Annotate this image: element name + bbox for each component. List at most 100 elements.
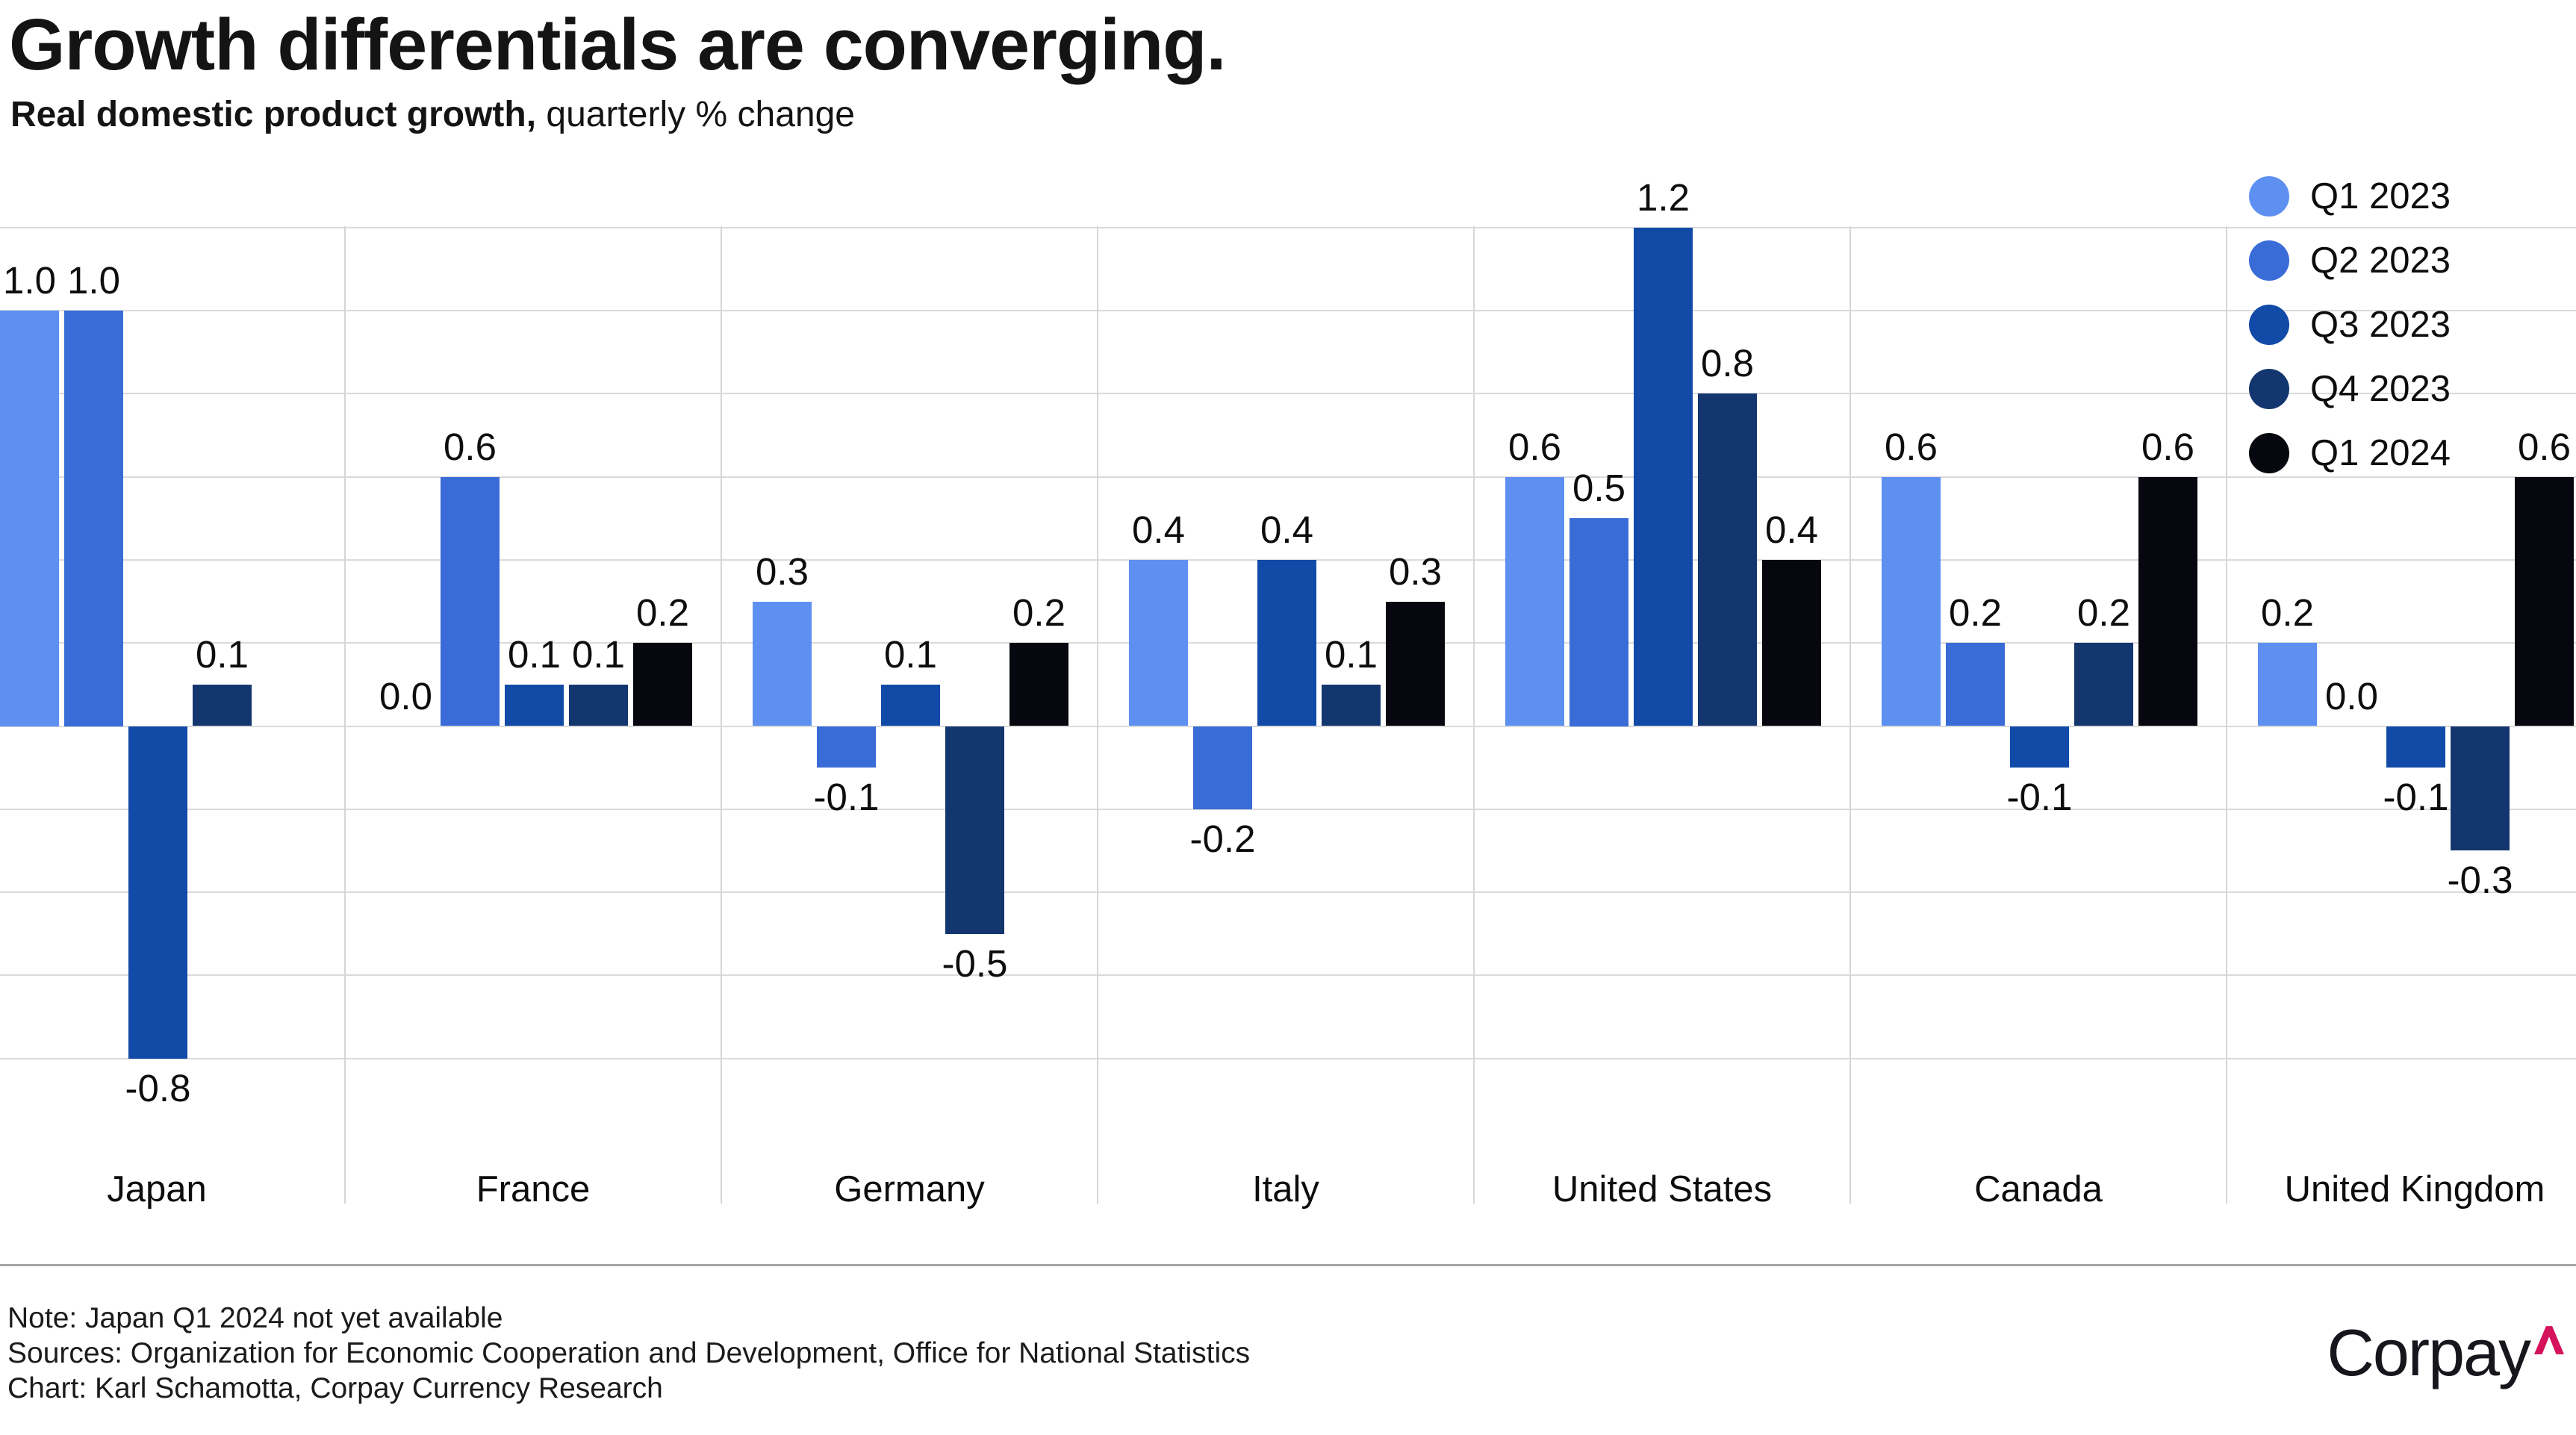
legend-item: Q3 2023	[2249, 304, 2451, 346]
footer-note: Note: Japan Q1 2024 not yet available	[7, 1302, 503, 1334]
bar-value-label: 0.1	[196, 632, 249, 676]
bar	[64, 311, 123, 726]
bar	[441, 476, 500, 726]
group-separator	[721, 226, 722, 1204]
gridline	[0, 891, 2576, 894]
bar-value-label: -0.2	[1189, 817, 1256, 860]
bar	[505, 684, 564, 726]
bar	[1634, 227, 1693, 726]
bar	[945, 726, 1004, 934]
subtitle-measure: Real domestic product growth,	[10, 95, 537, 134]
legend-item: Q4 2023	[2249, 368, 2451, 410]
footer: Note: Japan Q1 2024 not yet available So…	[7, 1301, 1250, 1406]
corpay-caret-icon	[2534, 1326, 2564, 1354]
x-axis-label: Germany	[834, 1169, 985, 1210]
corpay-logo: Corpay	[2327, 1319, 2564, 1387]
bar	[753, 601, 812, 726]
footer-divider	[0, 1264, 2576, 1266]
bar-value-label: -0.8	[125, 1066, 191, 1109]
gridline	[0, 1057, 2576, 1059]
bar-value-label: 0.2	[636, 591, 689, 635]
legend-item: Q1 2024	[2249, 432, 2451, 474]
bar-value-label: -0.1	[2383, 776, 2449, 819]
bar	[0, 311, 59, 726]
bar-value-label: 0.1	[572, 632, 625, 676]
bar	[1257, 559, 1316, 726]
gridline	[0, 226, 2576, 228]
x-axis-label: United States	[1552, 1169, 1773, 1210]
group-separator	[1849, 226, 1851, 1204]
bar	[1569, 518, 1628, 726]
bar-value-label: 0.6	[2141, 425, 2194, 468]
bar	[1698, 393, 1757, 726]
bar	[1882, 476, 1941, 726]
bar-value-label: 0.6	[2518, 425, 2571, 468]
x-axis-label: Italy	[1252, 1169, 1319, 1210]
bar-value-label: 0.2	[1012, 591, 1065, 635]
legend-swatch	[2249, 176, 2289, 217]
bar-value-label: 0.1	[1325, 632, 1378, 676]
x-axis-label: Japan	[107, 1169, 207, 1210]
bar	[193, 684, 252, 726]
legend-swatch	[2249, 433, 2289, 473]
legend-swatch	[2249, 240, 2289, 281]
legend-label: Q3 2023	[2310, 305, 2451, 345]
bar	[569, 684, 628, 726]
x-axis-label: France	[476, 1169, 591, 1210]
footer-credit: Chart: Karl Schamotta, Corpay Currency R…	[7, 1372, 663, 1404]
bar	[1129, 559, 1188, 726]
gridline	[0, 310, 2576, 311]
bar-value-label: 0.1	[884, 632, 937, 676]
legend-label: Q1 2023	[2310, 176, 2451, 217]
bar	[2515, 476, 2574, 726]
bar-value-label: 0.6	[1508, 425, 1561, 468]
legend-label: Q1 2024	[2310, 433, 2451, 473]
group-separator	[1473, 226, 1475, 1204]
bar-value-label: 0.3	[1389, 550, 1442, 593]
x-axis-label: Canada	[1974, 1169, 2103, 1210]
gridline	[0, 476, 2576, 478]
bar-value-label: -0.3	[2447, 859, 2513, 902]
bar	[2386, 726, 2445, 768]
page-title: Growth differentials are converging.	[9, 4, 1226, 85]
bar-value-label: 0.6	[1885, 425, 1938, 468]
group-separator	[2226, 226, 2227, 1204]
legend-swatch	[2249, 369, 2289, 409]
bar	[2258, 643, 2317, 726]
group-separator	[344, 226, 346, 1204]
bar	[817, 726, 876, 768]
corpay-logo-text: Corpay	[2327, 1316, 2531, 1389]
legend-swatch	[2249, 305, 2289, 345]
bar-value-label: 0.1	[508, 632, 561, 676]
bar-value-label: 0.4	[1765, 508, 1818, 551]
bar-value-label: 0.8	[1701, 342, 1754, 385]
bar	[1009, 643, 1068, 726]
bar-value-label: -0.5	[942, 941, 1008, 985]
bar	[1505, 476, 1564, 726]
legend-label: Q2 2023	[2310, 240, 2451, 281]
bar	[1386, 601, 1445, 726]
bar	[1322, 684, 1381, 726]
bar	[2451, 726, 2510, 851]
bar	[2074, 643, 2133, 726]
bar	[2010, 726, 2069, 768]
bar	[1193, 726, 1252, 809]
bar-value-label: 0.4	[1132, 508, 1185, 551]
group-separator	[1097, 226, 1098, 1204]
bar-value-label: -0.1	[2006, 776, 2073, 819]
bar-value-label: 1.2	[1637, 175, 1690, 219]
gridline	[0, 393, 2576, 395]
bar	[2138, 476, 2197, 726]
footer-sources: Sources: Organization for Economic Coope…	[7, 1337, 1251, 1369]
bar	[881, 684, 940, 726]
bar-value-label: 0.3	[756, 550, 809, 593]
legend-item: Q1 2023	[2249, 175, 2451, 217]
gridline	[0, 974, 2576, 977]
gridline	[0, 725, 2576, 727]
bar-value-label: 0.6	[444, 425, 497, 468]
bar	[1762, 559, 1821, 726]
page-subtitle: Real domestic product growth, quarterly …	[10, 94, 855, 135]
legend-label: Q4 2023	[2310, 369, 2451, 409]
bar	[128, 726, 187, 1059]
